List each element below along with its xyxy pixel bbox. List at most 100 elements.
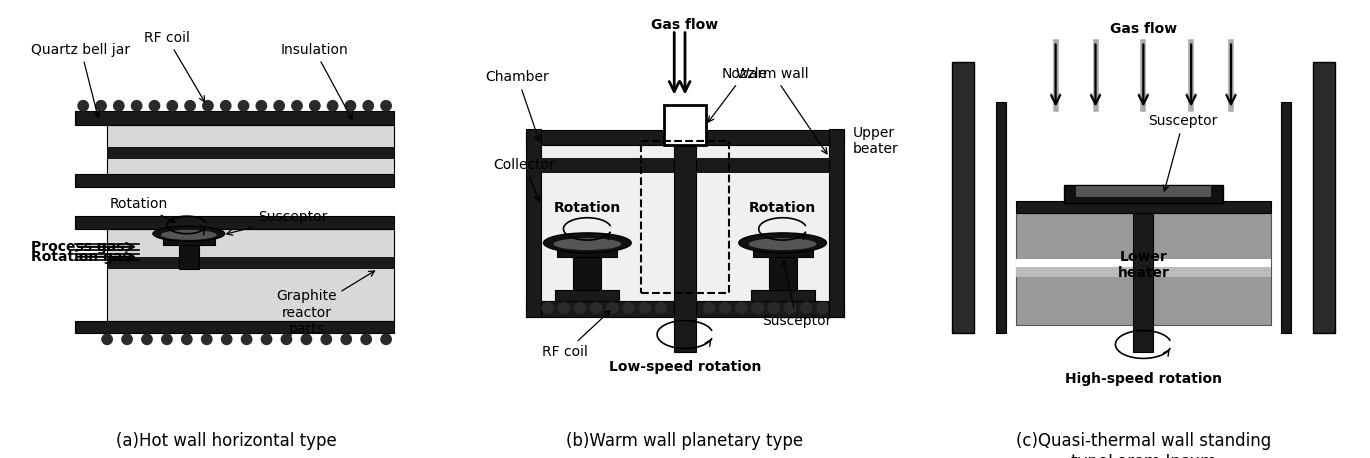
Circle shape [345, 101, 356, 111]
Text: Susceptor: Susceptor [762, 261, 832, 327]
Circle shape [558, 302, 570, 313]
Circle shape [327, 101, 338, 111]
Bar [75, 174, 395, 187]
Bar [107, 229, 395, 321]
Text: Gas flow: Gas flow [652, 18, 718, 32]
Bar [75, 216, 395, 229]
Bar [526, 129, 541, 316]
Ellipse shape [153, 226, 225, 241]
Text: Rotation gas: Rotation gas [32, 250, 132, 264]
Text: Rotation: Rotation [553, 201, 621, 215]
Text: Susceptor: Susceptor [226, 210, 327, 235]
Circle shape [381, 334, 392, 344]
Ellipse shape [738, 233, 826, 253]
Circle shape [785, 302, 796, 313]
Circle shape [281, 334, 292, 344]
Text: (b)Warm wall planetary type: (b)Warm wall planetary type [566, 432, 804, 450]
Circle shape [301, 334, 311, 344]
Circle shape [310, 101, 321, 111]
Bar [769, 254, 796, 290]
Bar [829, 129, 844, 316]
Ellipse shape [544, 233, 632, 253]
Circle shape [241, 334, 252, 344]
Text: Insulation: Insulation [281, 43, 352, 120]
Circle shape [78, 101, 89, 111]
Circle shape [185, 101, 196, 111]
Text: Upper
beater: Upper beater [852, 126, 899, 156]
Circle shape [623, 302, 634, 313]
Bar [1075, 186, 1211, 197]
Circle shape [341, 334, 352, 344]
Bar [107, 125, 395, 175]
Bar [752, 248, 812, 257]
Text: Chamber: Chamber [486, 71, 549, 141]
Text: Process gas: Process gas [32, 240, 125, 254]
Bar [526, 301, 844, 316]
Text: Gas flow: Gas flow [1110, 22, 1177, 36]
Bar [664, 105, 706, 145]
Bar [541, 145, 829, 301]
Circle shape [640, 302, 651, 313]
Bar [1312, 61, 1334, 333]
Circle shape [752, 302, 763, 313]
Circle shape [238, 101, 249, 111]
Text: Warm wall: Warm wall [736, 66, 827, 154]
Bar [179, 243, 199, 269]
Text: Nozzle: Nozzle [708, 66, 767, 122]
Circle shape [262, 334, 271, 344]
Bar [952, 61, 974, 333]
Bar [107, 147, 395, 159]
Circle shape [203, 101, 214, 111]
Bar [555, 290, 619, 301]
Circle shape [736, 302, 747, 313]
Circle shape [363, 101, 374, 111]
Bar [674, 131, 696, 353]
Circle shape [800, 302, 812, 313]
Circle shape [274, 101, 285, 111]
Text: Susceptor: Susceptor [1148, 114, 1218, 191]
Text: Low-speed rotation: Low-speed rotation [608, 360, 762, 374]
Text: Rotation: Rotation [110, 197, 175, 222]
Bar [107, 257, 395, 269]
Circle shape [574, 302, 585, 313]
Bar [558, 248, 618, 257]
Text: (c)Quasi-thermal wall standing
typeLorem Ipsum: (c)Quasi-thermal wall standing typeLorem… [1015, 432, 1271, 458]
Text: High-speed rotation: High-speed rotation [1064, 372, 1222, 387]
Circle shape [122, 334, 133, 344]
Circle shape [149, 101, 160, 111]
Bar [574, 254, 601, 290]
Bar [641, 141, 729, 293]
Bar [1281, 102, 1291, 333]
Text: Graphite
reactor
parts: Graphite reactor parts [277, 271, 374, 336]
Circle shape [221, 101, 232, 111]
Circle shape [769, 302, 780, 313]
Circle shape [162, 334, 173, 344]
Text: Lower
heater: Lower heater [1118, 250, 1169, 280]
Circle shape [167, 101, 178, 111]
Bar [163, 238, 215, 245]
Circle shape [132, 101, 142, 111]
Circle shape [182, 334, 192, 344]
Ellipse shape [749, 238, 817, 250]
Bar [1015, 213, 1271, 325]
Text: Collector: Collector [493, 158, 556, 201]
Circle shape [360, 334, 371, 344]
Ellipse shape [553, 238, 621, 250]
Circle shape [719, 302, 730, 313]
Bar [1063, 185, 1223, 203]
Circle shape [703, 302, 715, 313]
Bar [75, 321, 395, 333]
Circle shape [543, 302, 553, 313]
Bar [526, 130, 844, 145]
Circle shape [114, 101, 125, 111]
Circle shape [201, 334, 212, 344]
Text: (a)Hot wall horizontal type: (a)Hot wall horizontal type [116, 432, 337, 450]
Text: Rotation: Rotation [749, 201, 817, 215]
Circle shape [381, 101, 392, 111]
Circle shape [222, 334, 232, 344]
Ellipse shape [160, 230, 216, 240]
Circle shape [590, 302, 601, 313]
Bar [996, 102, 1006, 333]
Circle shape [96, 101, 107, 111]
Text: Quartz bell jar: Quartz bell jar [32, 43, 130, 117]
